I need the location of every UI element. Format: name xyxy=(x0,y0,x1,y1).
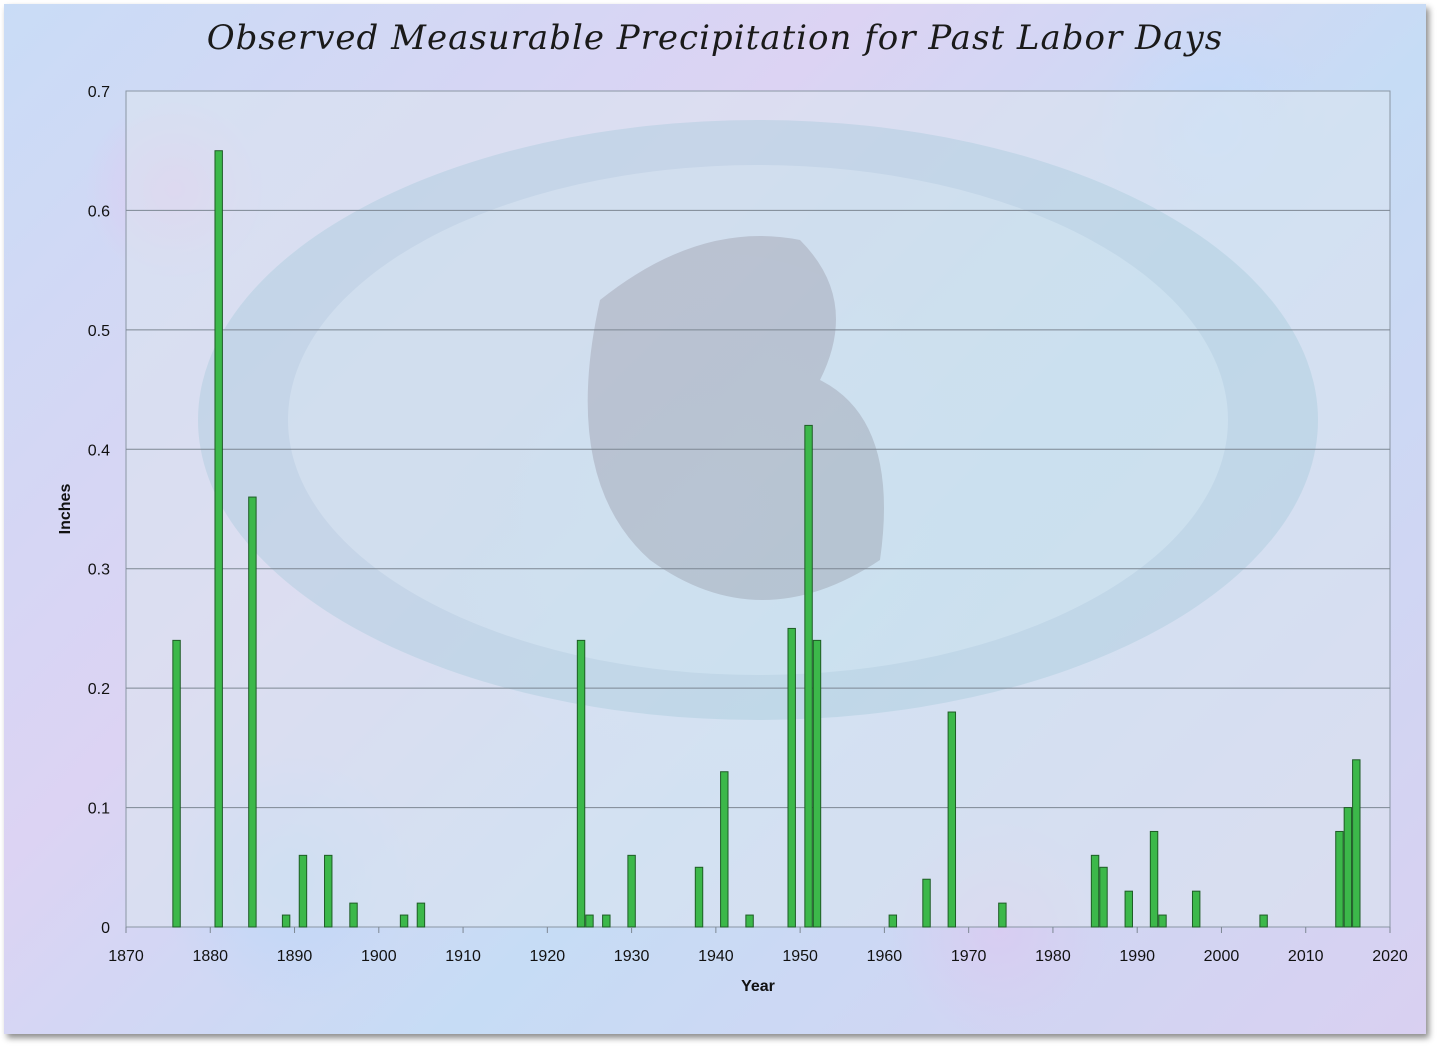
bar-1905 xyxy=(416,902,426,928)
chart-title: Observed Measurable Precipitation for Pa… xyxy=(206,18,1224,58)
bar-2015 xyxy=(1343,807,1353,928)
bar-1993 xyxy=(1158,914,1167,928)
bar-1989 xyxy=(1124,890,1133,928)
y-tick-label: 0.3 xyxy=(88,562,110,579)
y-axis-label: Inches xyxy=(57,484,74,535)
x-tick-label: 1970 xyxy=(951,948,987,965)
x-tick-label: 1940 xyxy=(698,948,734,965)
bar-1986 xyxy=(1099,866,1108,928)
y-tick-labels: 0 0.1 0.2 0.3 0.4 0.5 0.6 0.7 xyxy=(88,84,110,937)
bar-1930 xyxy=(627,854,636,928)
bar-1894 xyxy=(324,854,333,928)
bar-1968 xyxy=(947,711,957,928)
bar-1985 xyxy=(1090,854,1100,928)
y-tick-label: 0.5 xyxy=(88,323,110,340)
bar-1951 xyxy=(804,424,813,928)
bar-1885 xyxy=(248,496,257,928)
x-tick-label: 2000 xyxy=(1204,948,1240,965)
x-tick-label: 1900 xyxy=(361,948,397,965)
bar-1897 xyxy=(349,902,358,928)
x-axis-label: Year xyxy=(741,978,775,995)
bar-1891 xyxy=(298,854,308,928)
bar-1925 xyxy=(585,914,594,928)
bar-1941 xyxy=(720,771,729,928)
bar-1881 xyxy=(214,150,223,928)
bar-1944 xyxy=(745,914,754,928)
y-tick-label: 0.1 xyxy=(88,801,110,818)
bar-1961 xyxy=(888,914,898,928)
x-tick-label: 1950 xyxy=(782,948,818,965)
gridlines xyxy=(126,209,1390,809)
bar-1949 xyxy=(787,627,796,928)
bar-1927 xyxy=(602,914,611,928)
watermark-emblem xyxy=(198,120,1318,720)
y-tick-label: 0.6 xyxy=(88,203,110,220)
x-tick-label: 1990 xyxy=(1119,948,1155,965)
x-tick-label: 1980 xyxy=(1035,948,1071,965)
bar-1952 xyxy=(812,639,822,928)
x-tick-label: 2020 xyxy=(1372,948,1408,965)
y-tick-label: 0.7 xyxy=(88,84,110,101)
y-tick-label: 0 xyxy=(101,920,110,937)
bars xyxy=(172,150,1361,928)
x-tick-label: 1870 xyxy=(108,948,144,965)
x-tick-label: 1960 xyxy=(867,948,903,965)
bar-2016 xyxy=(1352,759,1361,928)
bar-1974 xyxy=(998,902,1007,928)
bar-1965 xyxy=(922,878,931,928)
bar-2005 xyxy=(1259,914,1268,928)
x-tick-labels: 1870 1880 1890 1900 1910 1920 1930 1940 1950 1960… xyxy=(108,927,1408,965)
x-tick-label: 1880 xyxy=(192,948,228,965)
x-tick-label: 1910 xyxy=(445,948,481,965)
bar-1924 xyxy=(576,639,586,928)
bar-1997 xyxy=(1191,890,1201,928)
bar-1889 xyxy=(281,914,291,928)
x-tick-label: 1890 xyxy=(277,948,313,965)
bar-2014 xyxy=(1335,830,1344,928)
plot-area xyxy=(125,90,1391,928)
y-tick-label: 0.2 xyxy=(88,681,110,698)
x-tick-label: 1920 xyxy=(530,948,566,965)
y-tick-label: 0.4 xyxy=(88,442,110,459)
bar-1938 xyxy=(694,866,704,928)
bar-1903 xyxy=(399,914,409,928)
x-tick-label: 1930 xyxy=(614,948,650,965)
bar-1992 xyxy=(1149,830,1159,928)
x-tick-label: 2010 xyxy=(1288,948,1324,965)
bar-1876 xyxy=(172,639,181,928)
